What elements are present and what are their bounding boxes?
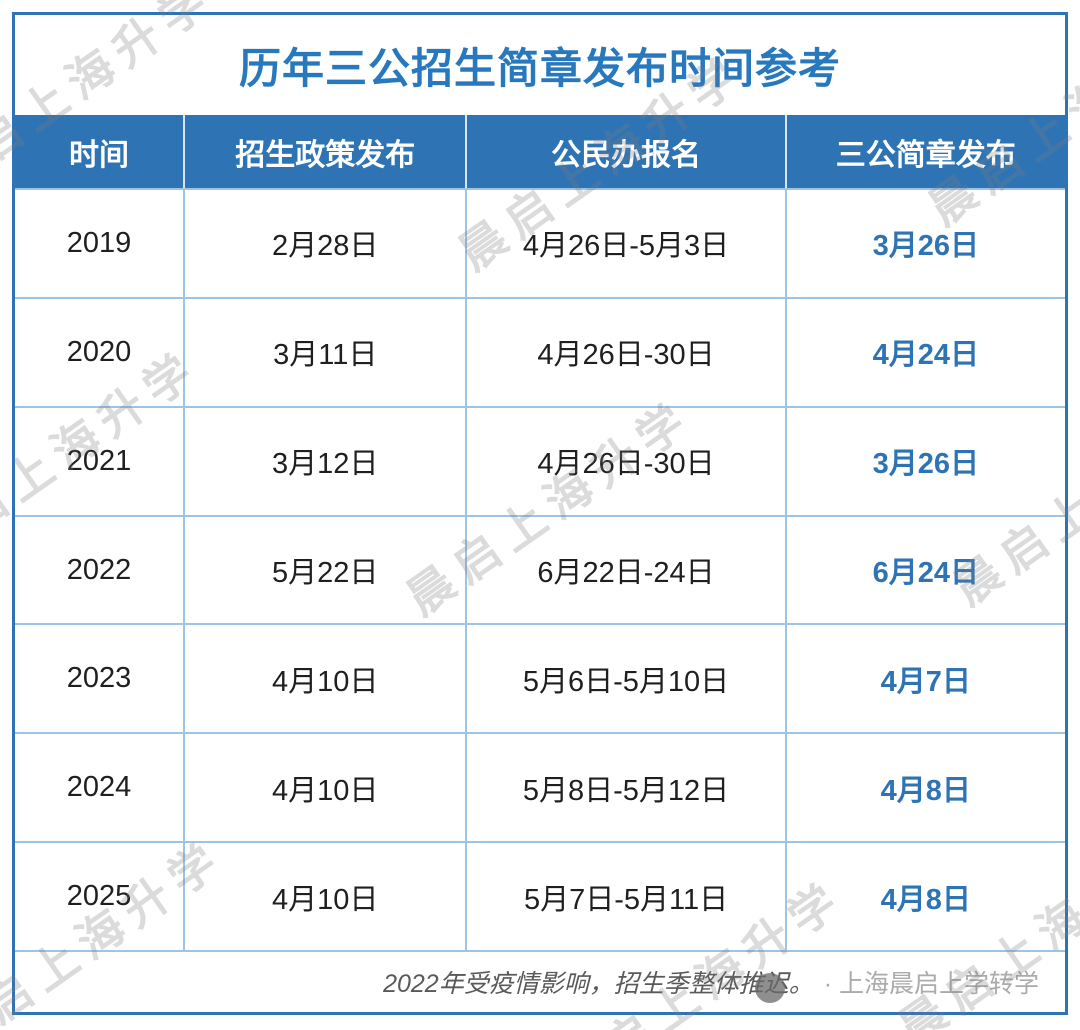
title-row: 历年三公招生简章发布时间参考 xyxy=(15,15,1065,115)
cell-policy-date: 2月28日 xyxy=(183,190,465,297)
attribution-text: · 上海晨启上学转学 xyxy=(823,970,1039,999)
cell-year: 2023 xyxy=(66,662,132,695)
table-header-row: 时间 招生政策发布 公民办报名 三公简章发布 xyxy=(15,115,1065,188)
table-row-2020: 2020 3月11日 4月26日-30日 4月24日 xyxy=(15,296,1065,406)
cell-registration-period: 5月7日-5月11日 xyxy=(465,843,784,951)
cell-registration-period: 6月22日-24日 xyxy=(465,516,784,624)
table-row-2024: 2024 4月10日 5月8日-5月12日 4月8日 xyxy=(15,732,1065,842)
page-title: 历年三公招生简章发布时间参考 xyxy=(238,44,841,92)
table-row-2023: 2023 4月10日 5月6日-5月10日 4月7日 xyxy=(15,623,1065,733)
cell-registration-period: 4月26日-30日 xyxy=(465,298,784,406)
cell-policy-date: 3月12日 xyxy=(183,407,465,515)
table-row-2021: 2021 3月12日 4月26日-30日 3月26日 xyxy=(15,405,1065,515)
cell-year: 2025 xyxy=(66,880,132,913)
cell-year: 2020 xyxy=(66,335,132,368)
column-header-brochure-release: 三公简章发布 xyxy=(784,115,1065,188)
footnote-covid-delay: 2022年受疫情影响，招生季整体推迟。 xyxy=(383,970,814,999)
cell-registration-period: 5月8日-5月12日 xyxy=(465,734,784,842)
cell-brochure-date: 3月26日 xyxy=(784,190,1065,297)
cell-year: 2022 xyxy=(66,553,132,586)
cell-brochure-date: 6月24日 xyxy=(784,516,1065,624)
cell-policy-date: 5月22日 xyxy=(183,516,465,624)
column-header-time: 时间 xyxy=(69,138,129,172)
footer-row: 2022年受疫情影响，招生季整体推迟。 · 上海晨启上学转学 xyxy=(15,950,1065,1012)
cell-policy-date: 4月10日 xyxy=(183,625,465,733)
cell-policy-date: 3月11日 xyxy=(183,298,465,406)
cell-registration-period: 4月26日-30日 xyxy=(465,407,784,515)
table-row-2019: 2019 2月28日 4月26日-5月3日 3月26日 xyxy=(15,188,1065,297)
cell-policy-date: 4月10日 xyxy=(183,734,465,842)
schedule-table-card: 历年三公招生简章发布时间参考 时间 招生政策发布 公民办报名 三公简章发布 20… xyxy=(12,12,1068,1015)
cell-brochure-date: 4月7日 xyxy=(784,625,1065,733)
column-header-registration: 公民办报名 xyxy=(465,115,784,188)
cell-year: 2024 xyxy=(66,771,132,804)
cell-year: 2019 xyxy=(66,226,132,259)
table-row-2025: 2025 4月10日 5月7日-5月11日 4月8日 xyxy=(15,841,1065,951)
table-row-2022: 2022 5月22日 6月22日-24日 6月24日 xyxy=(15,514,1065,624)
cell-brochure-date: 4月8日 xyxy=(784,734,1065,842)
column-header-policy-release: 招生政策发布 xyxy=(183,115,465,188)
cell-policy-date: 4月10日 xyxy=(183,843,465,951)
cell-registration-period: 4月26日-5月3日 xyxy=(465,190,784,297)
cell-brochure-date: 4月24日 xyxy=(784,298,1065,406)
cell-registration-period: 5月6日-5月10日 xyxy=(465,625,784,733)
cell-brochure-date: 4月8日 xyxy=(784,843,1065,951)
cell-year: 2021 xyxy=(66,444,132,477)
cell-brochure-date: 3月26日 xyxy=(784,407,1065,515)
